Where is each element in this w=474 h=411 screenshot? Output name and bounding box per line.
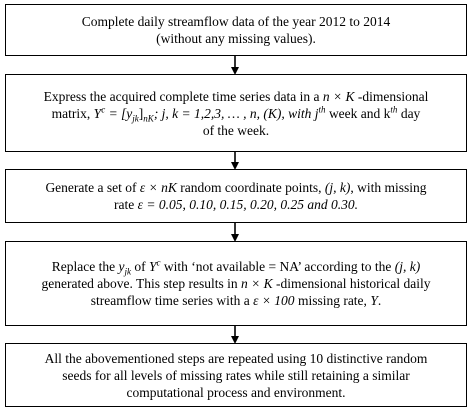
step-5-box: All the abovementioned steps are repeate… [5,343,467,407]
step-4-line-1: Replace the yjk of Yc with ‘not availabl… [51,257,421,277]
step-3-line-1: Generate a set of ε × nK random coordina… [45,179,426,196]
step-4-text: Replace the [51,259,119,274]
step-2-text: -dimensional [354,88,429,104]
step-3-text: , with missing [350,180,427,195]
step-2-math: n × K [322,88,355,104]
step-2-sup: th [318,104,326,114]
step-3-math: (j, k) [324,180,351,195]
step-3-box: Generate a set of ε × nK random coordina… [5,169,467,223]
step-3-text: rate [114,197,138,212]
step-2-text: week and k [325,105,391,121]
step-1-box: Complete daily streamflow data of the ye… [5,4,467,56]
step-2-sub: jk [132,113,139,124]
step-3-text: random coordinate points, [176,180,325,195]
step-3-math: ε = 0.05, 0.10, 0.15, 0.20, 0.25 and 0.3… [137,197,358,212]
step-4-math: Y [149,259,157,274]
step-3-line-2: rate ε = 0.05, 0.10, 0.15, 0.20, 0.25 an… [114,196,358,213]
step-2-text: day [397,105,421,121]
step-4-math: n × K [241,276,273,291]
step-2-math: Y [93,105,102,121]
step-4-line-2: generated above. This step results in n … [41,275,430,292]
step-3-math: ε × nK [139,180,177,195]
step-4-math: y [118,259,125,274]
step-4-box: Replace the yjk of Yc with ‘not availabl… [5,241,467,326]
step-2-box: Express the acquired complete time serie… [5,74,467,152]
step-4-text: . [377,293,382,308]
step-4-math: (j, k) [394,259,421,274]
step-4-text: missing rate, [294,293,371,308]
step-2-text: Express the acquired complete time serie… [43,88,323,104]
step-4-text: of [131,259,150,274]
step-2-math: = [y [105,105,133,121]
step-2-sub: nK [143,113,154,124]
step-4-text: with ‘not available = NA’ according to t… [160,259,395,274]
step-2-line-1: Express the acquired complete time serie… [44,88,429,105]
step-2-math: ] [138,105,144,121]
step-4-text: -dimensional historical daily [272,276,431,291]
step-3-text: Generate a set of [45,180,140,195]
step-2-line-3: of the week. [202,122,270,138]
step-4-text: generated above. This step results in [41,276,242,291]
step-4-math: Y [370,293,378,308]
step-5-line-2: seeds for all levels of missing rates wh… [62,367,410,383]
step-2-sup: th [390,104,398,114]
step-4-sub: jk [124,266,132,277]
step-5-line-1: All the abovementioned steps are repeate… [44,350,428,366]
step-1-line-1: Complete daily streamflow data of the ye… [81,14,391,29]
step-5-line-3: computational process and environment. [126,384,346,400]
step-2-text: matrix, [51,105,94,121]
step-4-sup: c [156,257,161,268]
step-2-math: ; j, k = 1,2,3, … , n, (K), with j [153,105,319,121]
step-2-line-2: matrix, Yc = [yjk]nK; j, k = 1,2,3, … , … [51,104,421,124]
step-4-math: ε × 100 [253,293,295,308]
step-1-line-2: (without any missing values). [156,31,316,46]
step-2-sup: c [101,104,106,114]
step-4-line-3: streamflow time series with a ε × 100 mi… [91,292,381,309]
step-4-text: streamflow time series with a [90,293,254,308]
